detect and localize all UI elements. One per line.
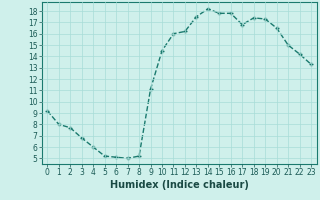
X-axis label: Humidex (Indice chaleur): Humidex (Indice chaleur)	[110, 180, 249, 190]
